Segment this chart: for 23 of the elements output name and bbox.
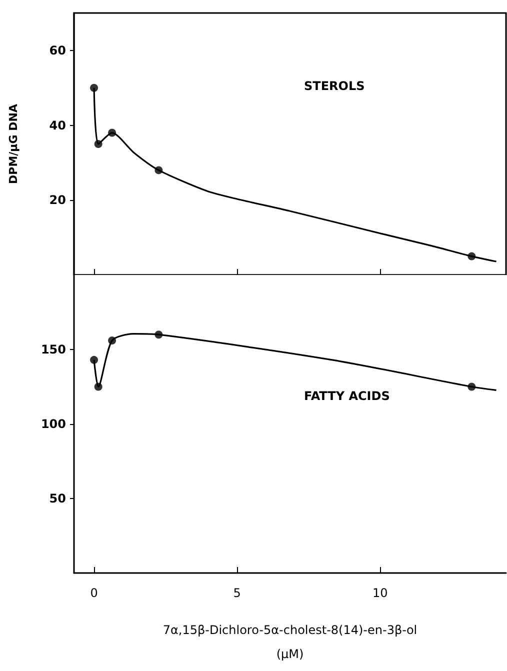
point [90, 84, 98, 92]
point [94, 140, 102, 148]
y-tick-label: 20 [49, 193, 66, 208]
point [154, 330, 163, 339]
y-tick-label: 40 [49, 118, 66, 132]
annotation: FATTY ACIDS [304, 389, 390, 403]
point [468, 382, 476, 391]
point [108, 128, 116, 137]
x-tick-label: 5 [233, 586, 241, 600]
x-tick-label: 0 [90, 586, 98, 600]
x-tick-label: 10 [372, 586, 388, 600]
annotation: STEROLS [304, 79, 365, 93]
y-tick-label: 50 [49, 492, 66, 506]
x-axis-title: 7α,15β-Dichloro-5α-cholest-8(14)-en-3β-ol (µM) [162, 623, 418, 661]
y-tick-label: 100 [40, 417, 66, 431]
point [108, 336, 116, 345]
point [468, 252, 476, 260]
point [94, 382, 102, 391]
point [90, 356, 98, 364]
y-axis-title: DPM/µG DNA [7, 104, 20, 184]
point [154, 166, 163, 174]
y-tick-label: 150 [40, 342, 66, 356]
y-tick-label: 60 [49, 43, 66, 58]
